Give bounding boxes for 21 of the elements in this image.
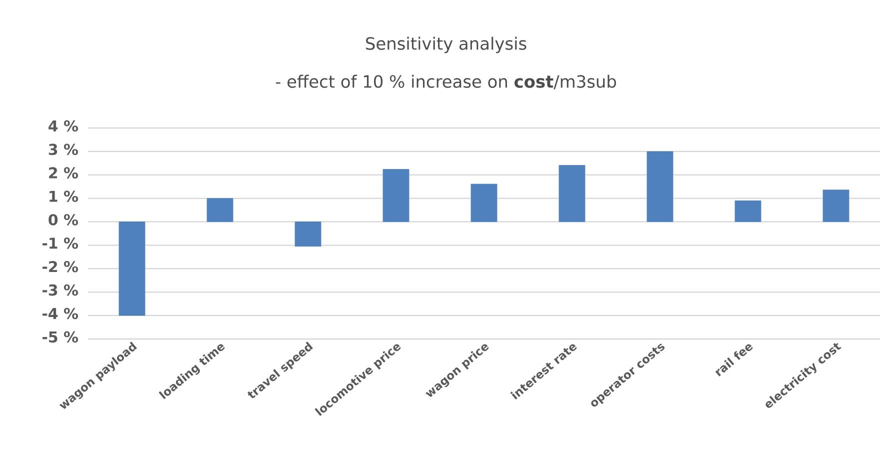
bar [558,165,586,222]
bar [382,169,410,222]
bar [294,222,322,247]
chart-title: Sensitivity analysis [366,36,526,54]
y-tick-label: -2 % [42,260,78,272]
bar [206,198,234,222]
bar [118,222,146,316]
y-tick-label: 0 % [48,214,78,226]
bar [470,184,498,222]
y-tick-label: 4 % [48,120,78,132]
bar [646,151,674,222]
y-tick-label: -1 % [42,238,78,249]
y-tick-label: -4 % [42,308,78,320]
y-tick-label: -5 % [42,331,78,343]
bar [734,200,762,222]
chart-subtitle: - effect of 10 % increase on cost/m3sub [276,74,616,90]
bar [822,190,850,222]
y-tick-label: 1 % [50,190,78,202]
y-tick-label: 2 % [49,167,78,178]
y-tick-label: -3 % [42,284,78,296]
y-tick-label: 3 % [48,144,78,156]
